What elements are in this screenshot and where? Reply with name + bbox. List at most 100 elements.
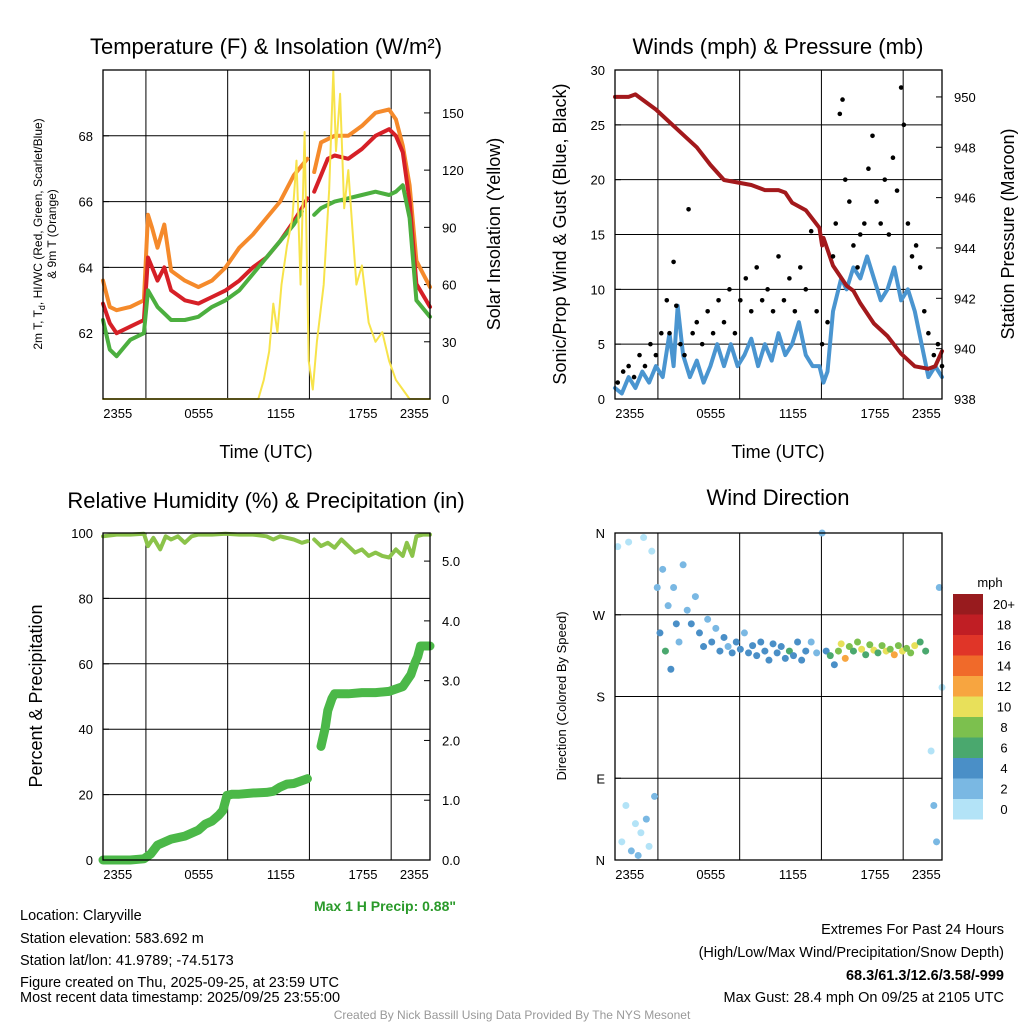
gust-point (620, 369, 626, 374)
extremes-title: Extremes For Past 24 Hours (821, 922, 1004, 938)
wind-direction-point (651, 792, 659, 800)
colorbar-swatch (953, 717, 983, 738)
wind-direction-point (700, 643, 708, 651)
wind-chart: 0 5 10 15 20 25 30 938 940 942 944 946 948 950 2355 055… (591, 63, 976, 421)
series-relative-humidity (101, 531, 432, 560)
y2-tick-label: 3.0 (442, 674, 460, 689)
wind-direction-point (708, 638, 716, 646)
wind-direction-point (640, 534, 648, 542)
temp-y-label: 2m T, Td, HI/WC (Red, Green, Scarlet/Blu… (31, 118, 47, 349)
y2-tick-label: 946 (954, 191, 976, 206)
wind-direction-point (712, 624, 720, 632)
gust-point (803, 287, 809, 292)
colorbar-swatch (953, 696, 983, 717)
x-tick-label: 2355 (615, 867, 644, 882)
wind-direction-point (695, 629, 703, 637)
gust-point (830, 254, 836, 259)
wind-direction-point (849, 647, 857, 655)
wind-direction-point (927, 747, 935, 755)
wind-direction-point (648, 547, 656, 555)
wind-direction-point (785, 647, 793, 655)
wind-direction-point (935, 584, 943, 591)
x-tick-label: 1155 (779, 406, 807, 421)
wind-direction-point (777, 643, 785, 651)
x-tick-label: 2355 (912, 406, 941, 421)
y-tick-label: 20 (79, 788, 93, 803)
gust-point (626, 363, 631, 369)
gust-point (862, 221, 867, 226)
y-tick-label: 68 (79, 129, 93, 144)
y-tick-label: 40 (79, 722, 93, 737)
y2-tick-label: 30 (442, 335, 456, 350)
wind-direction-point (773, 649, 781, 657)
gust-point (882, 177, 888, 182)
y2-tick-label: 950 (954, 90, 976, 105)
gust-point (851, 243, 856, 248)
wind-direction-point (878, 642, 886, 650)
wind-direction-point (716, 647, 724, 655)
wind-direction-point (862, 651, 870, 659)
gust-point (909, 254, 915, 259)
colorbar-label: 10 (997, 700, 1011, 715)
wind-direction-point (761, 647, 769, 655)
wind-direction-point (911, 642, 919, 650)
y2-tick-label: 60 (442, 278, 456, 293)
x-tick-label: 1155 (267, 406, 295, 421)
gust-point (690, 330, 695, 336)
wind-direction-point (749, 642, 757, 650)
colorbar-label: 20+ (993, 597, 1015, 612)
rh-y-label: Percent & Precipitation (26, 604, 46, 787)
wind-direction-point (903, 644, 911, 652)
wind-direction-point (894, 642, 902, 650)
wind-direction-point (830, 661, 838, 669)
wind-direction-point (637, 829, 645, 837)
gust-point (671, 259, 676, 265)
plot-frame (102, 532, 431, 861)
x-tick-label: 2355 (912, 867, 941, 882)
wind-direction-point (724, 643, 732, 651)
gust-point (917, 265, 923, 270)
series-9m-t (101, 107, 432, 313)
gust-point (642, 363, 648, 369)
y-tick-label: W (593, 608, 606, 623)
gust-point (886, 232, 892, 237)
wind-direction-point (687, 620, 695, 628)
gust-point (890, 155, 896, 161)
wind-direction-point (826, 652, 834, 660)
gust-point (798, 265, 803, 270)
temp-y2-label: Solar Insolation (Yellow) (484, 138, 504, 330)
temp-y-label-part2: , HI/WC (Red, Green, Scarlet/Blue) (31, 118, 45, 305)
gust-point (748, 308, 754, 314)
gust-point (765, 287, 770, 292)
gust-point (727, 287, 732, 292)
gust-point (847, 199, 852, 204)
gust-point (738, 298, 743, 303)
rh-chart-title: Relative Humidity (%) & Precipitation (i… (67, 488, 464, 513)
wind-direction-point (625, 538, 633, 546)
temp-x-label: Time (UTC) (219, 442, 312, 462)
wind-direction-point (732, 638, 740, 646)
wind-direction-point (813, 649, 821, 657)
wind-direction-point (659, 565, 667, 573)
gust-point (686, 206, 691, 212)
wind-direction-point (769, 640, 777, 648)
credit-text: Created By Nick Bassill Using Data Provi… (334, 1008, 691, 1022)
gust-point (732, 330, 738, 336)
colorbar-swatch (953, 799, 983, 820)
colorbar-swatch (953, 758, 983, 779)
wind-direction-point (933, 838, 941, 846)
wind-direction-point (841, 654, 849, 662)
wind-direction-point (930, 802, 938, 809)
temp-chart: 62 64 66 68 0 30 60 90 120 150 2355 0555 1155 1755 235… (79, 69, 464, 421)
x-tick-label: 1155 (779, 867, 807, 882)
gust-point (913, 243, 919, 248)
location-text: Location: Claryville (20, 908, 142, 924)
x-tick-label: 2355 (400, 867, 429, 882)
wind-direction-point (834, 647, 842, 655)
gust-point (667, 330, 672, 336)
y2-tick-label: 0.0 (442, 853, 460, 868)
plot-frame (614, 69, 943, 400)
y2-tick-label: 948 (954, 140, 976, 155)
wind-direction-point (802, 647, 810, 655)
gust-point (699, 341, 705, 347)
